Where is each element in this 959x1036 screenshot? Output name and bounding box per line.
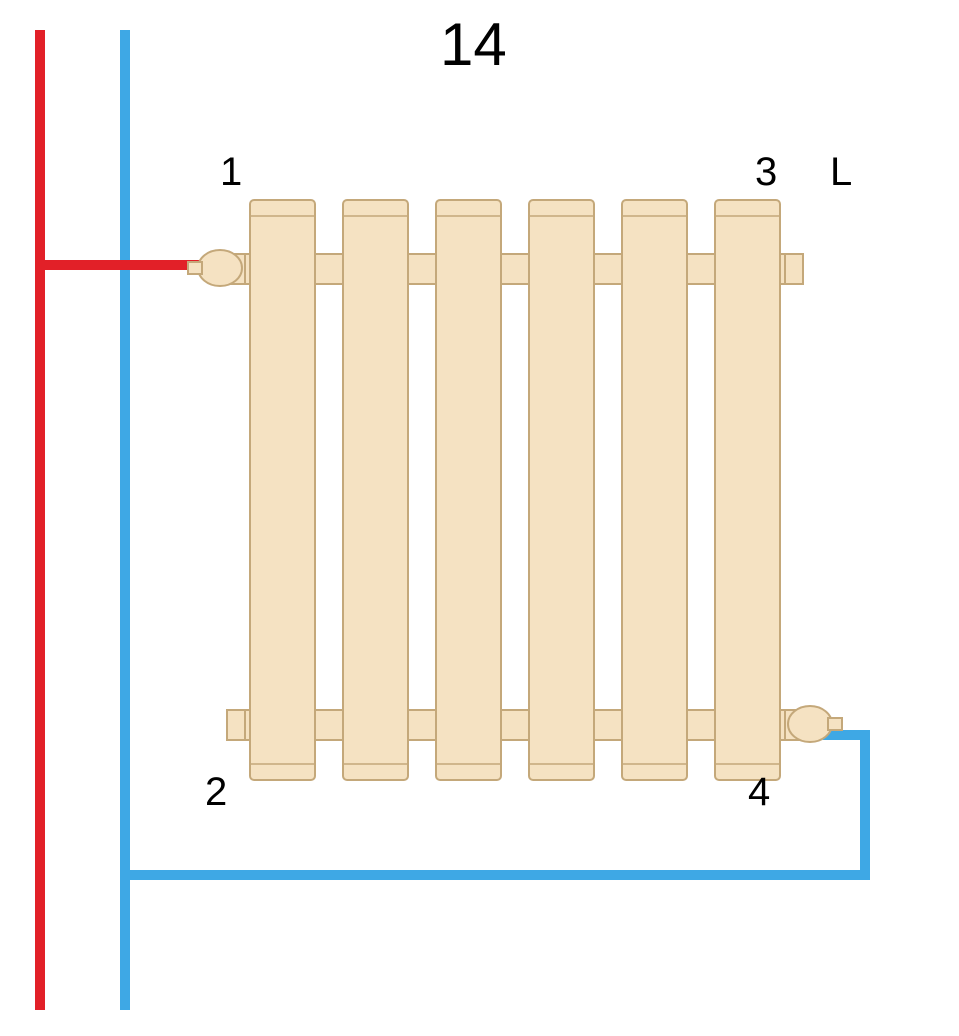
port-label-3: 3	[755, 150, 777, 195]
radiator	[188, 200, 842, 780]
hot-riser	[35, 30, 45, 1010]
radiator-section	[250, 200, 315, 780]
port-label-1: 1	[220, 150, 242, 195]
radiator-sections	[250, 200, 780, 780]
radiator-section	[343, 200, 408, 780]
radiator-diagram: 14 1 2 3 4 L	[0, 0, 959, 1031]
diagram-title: 14	[440, 10, 507, 79]
stub-top-right	[785, 254, 803, 284]
radiator-section	[529, 200, 594, 780]
radiator-section	[436, 200, 501, 780]
port-label-extra: L	[830, 150, 852, 195]
port-label-4: 4	[748, 770, 770, 815]
diagram-svg	[0, 0, 959, 1031]
radiator-section	[715, 200, 780, 780]
valve-left	[188, 250, 242, 286]
cold-branch-bottom	[126, 870, 870, 880]
cold-branch-vert	[860, 735, 870, 880]
stub-bottom-left	[227, 710, 245, 740]
cold-riser	[120, 30, 130, 1010]
radiator-section	[622, 200, 687, 780]
hot-branch	[40, 260, 208, 270]
port-label-2: 2	[205, 770, 227, 815]
